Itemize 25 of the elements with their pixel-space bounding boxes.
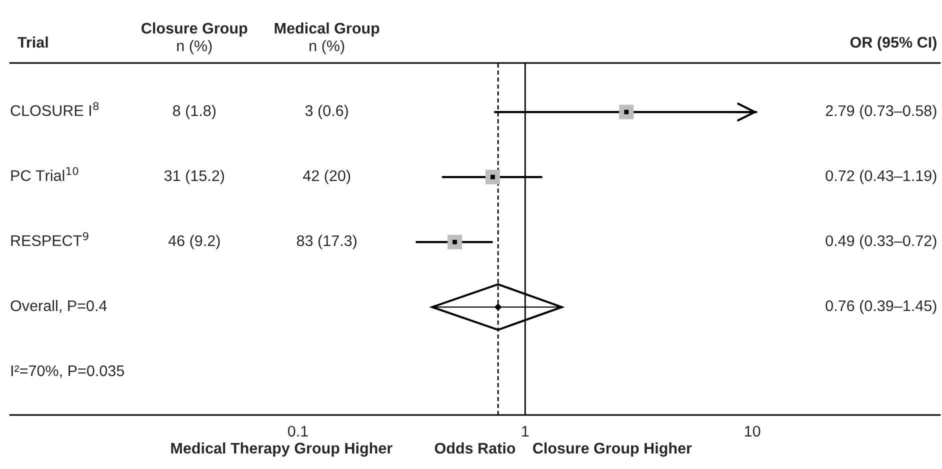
annotation: I²=70%, P=0.035 — [11, 365, 124, 378]
y-tick-label: Overall, P=0.4 — [10, 300, 107, 313]
annotation: 42 (20) — [303, 170, 350, 184]
x-tick-label: 0.1 — [288, 426, 308, 437]
annotation: 3 (0.6) — [305, 104, 348, 120]
annotation: 31 (15.2) — [164, 170, 224, 184]
annotation: 0.76 (0.39–1.45) — [826, 300, 936, 314]
x-tick-label: 10 — [745, 426, 760, 437]
annotation: 46 (9.2) — [168, 234, 220, 250]
x-tick-label: 1 — [522, 426, 529, 436]
annotation: 8 (1.8) — [172, 104, 216, 120]
text: OR (95% CI) — [850, 36, 936, 51]
annotation: 2.79 (0.73–0.58) — [826, 104, 936, 120]
text: Closure Group Higher — [533, 442, 692, 457]
x-axis-title: Odds Ratio — [434, 442, 516, 454]
annotation: 83 (17.3) — [296, 234, 356, 250]
annotation: 0.72 (0.43–1.19) — [826, 170, 936, 184]
y-tick-label: PC Trial$^{10}$ — [11, 167, 78, 182]
annotation: 0.49 (0.33–0.72) — [826, 234, 936, 250]
y-axis-title: Trial — [18, 36, 48, 48]
y-tick-label: RESPECT$^{9}$ — [11, 232, 88, 246]
text: Medical Therapy Group Higher — [171, 442, 392, 457]
text: Medical Group n (%) — [274, 22, 380, 54]
y-tick-label: CLOSURE I$^{8}$ — [10, 102, 99, 116]
text: Closure Group n (%) — [142, 22, 248, 54]
